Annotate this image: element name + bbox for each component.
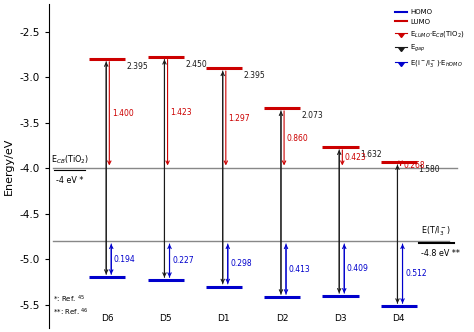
Text: 0.227: 0.227 [172,256,194,265]
Text: D5: D5 [159,314,172,323]
Text: 0.298: 0.298 [230,259,252,268]
Text: 0.409: 0.409 [347,264,369,273]
Text: 1.400: 1.400 [112,109,134,118]
Text: 0.268: 0.268 [403,161,425,170]
Text: E$_{CB}$(TiO$_2$): E$_{CB}$(TiO$_2$) [51,153,89,166]
Text: 1.580: 1.580 [418,165,440,174]
Text: D4: D4 [392,314,405,323]
Text: D1: D1 [218,314,230,323]
Text: 0.413: 0.413 [289,265,310,274]
Text: D6: D6 [101,314,114,323]
Text: 0.860: 0.860 [287,134,309,143]
Text: 2.450: 2.450 [185,59,207,68]
Legend: HOMO, LUMO, E$_{LUMO}$·E$_{CB}$(TiO$_2$), E$_{gap}$, E(i$^-$/I$_3^-$)·E$_{HOMO}$: HOMO, LUMO, E$_{LUMO}$·E$_{CB}$(TiO$_2$)… [393,8,466,70]
Text: 1.423: 1.423 [170,108,192,117]
Text: 2.395: 2.395 [243,71,265,80]
Text: 1.632: 1.632 [360,150,382,159]
Text: 0.194: 0.194 [114,255,136,264]
Text: -4 eV *: -4 eV * [56,176,83,185]
Text: E(T/I$_3^-$): E(T/I$_3^-$) [421,225,451,238]
Text: 1.297: 1.297 [228,114,250,123]
Y-axis label: Energy/eV: Energy/eV [4,137,14,195]
Text: D3: D3 [334,314,346,323]
Text: D2: D2 [276,314,288,323]
Text: -4.8 eV **: -4.8 eV ** [421,249,460,258]
Text: 0.423: 0.423 [345,153,367,162]
Text: 2.073: 2.073 [301,111,323,120]
Text: *: Ref. $^{45}$
**: Ref. $^{46}$: *: Ref. $^{45}$ **: Ref. $^{46}$ [54,294,89,318]
Text: 0.512: 0.512 [405,269,427,278]
Text: 2.395: 2.395 [127,62,148,71]
